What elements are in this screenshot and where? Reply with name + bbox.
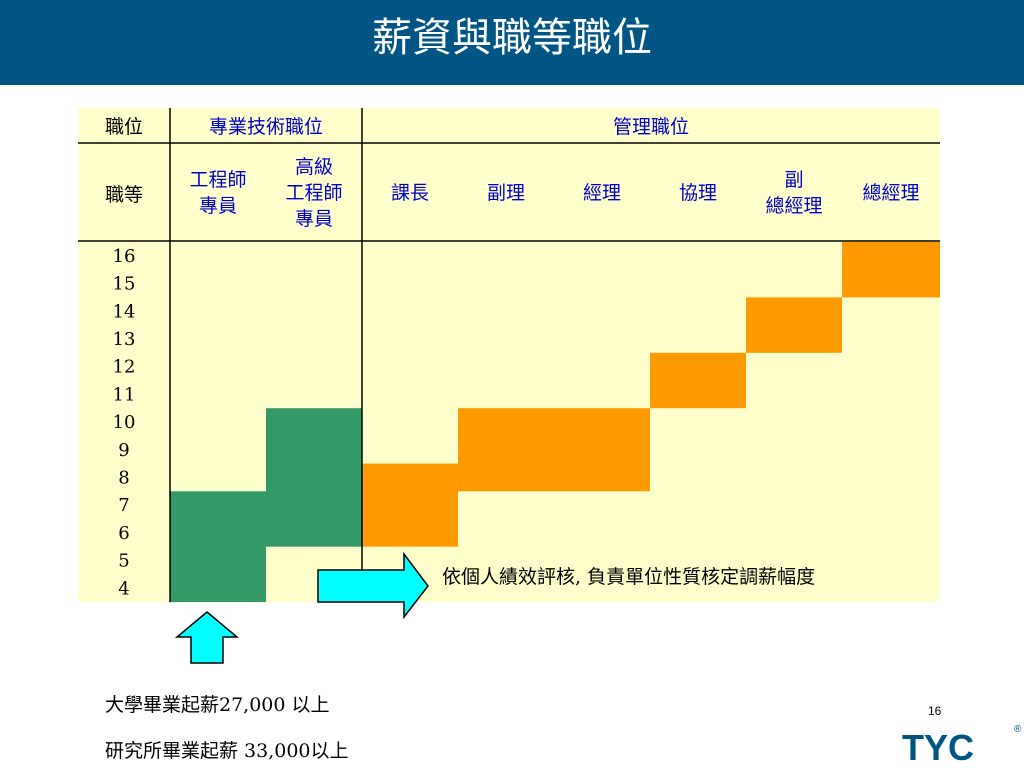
tyc-logo: TYC ® — [902, 724, 1022, 768]
grade-label: 10 — [113, 412, 136, 433]
range-bar — [650, 352, 746, 409]
column-header-label: 課長 — [391, 182, 429, 204]
page-number: 16 — [928, 704, 942, 718]
logo-text: TYC — [902, 727, 974, 768]
range-bar — [554, 408, 650, 492]
grade-label: 15 — [113, 274, 136, 295]
registered-mark: ® — [1014, 724, 1022, 735]
right-arrow — [317, 551, 429, 620]
bachelor-salary-note: 大學畢業起薪27,000 以上 — [105, 694, 330, 716]
column-header-label: 副 — [784, 169, 803, 191]
grade-label: 8 — [118, 467, 129, 488]
column-header-label: 工程師 — [189, 169, 246, 191]
up-arrow — [174, 611, 240, 664]
salary-adjustment-note: 依個人績效評核, 負責單位性質核定調薪幅度 — [442, 566, 815, 588]
column-header-label: 專員 — [199, 195, 237, 217]
grade-label: 13 — [113, 329, 136, 350]
management-group-header: 管理職位 — [613, 116, 689, 138]
slide-title: 薪資與職等職位 — [372, 15, 652, 61]
column-header-label: 協理 — [679, 182, 717, 204]
grade-label: 9 — [118, 440, 129, 461]
range-bar — [362, 463, 458, 547]
grade-header: 職等 — [105, 184, 143, 206]
grade-label: 7 — [118, 495, 129, 516]
range-bar — [842, 242, 940, 298]
column-header-label: 副理 — [487, 182, 525, 204]
grade-label: 5 — [118, 551, 129, 572]
column-header-label: 經理 — [583, 182, 621, 204]
column-header-label: 專員 — [295, 208, 333, 230]
range-bar — [170, 491, 266, 603]
technical-group-header: 專業技術職位 — [209, 116, 323, 138]
title-bar — [0, 0, 1024, 85]
column-header-label: 工程師 — [285, 182, 342, 204]
grade-label: 4 — [118, 578, 129, 599]
column-header-label: 總經理 — [765, 195, 822, 217]
grade-label: 16 — [113, 246, 136, 267]
grade-label: 14 — [113, 301, 136, 322]
grade-label: 11 — [113, 384, 136, 405]
column-header-label: 總經理 — [862, 182, 919, 204]
range-bar — [266, 408, 362, 547]
range-bar — [458, 408, 554, 492]
position-header: 職位 — [105, 116, 143, 138]
grade-label: 6 — [118, 523, 129, 544]
column-header-label: 高級 — [295, 156, 333, 178]
grade-label: 12 — [113, 357, 136, 378]
master-salary-note: 研究所畢業起薪 33,000以上 — [105, 740, 349, 762]
range-bar — [746, 297, 842, 353]
